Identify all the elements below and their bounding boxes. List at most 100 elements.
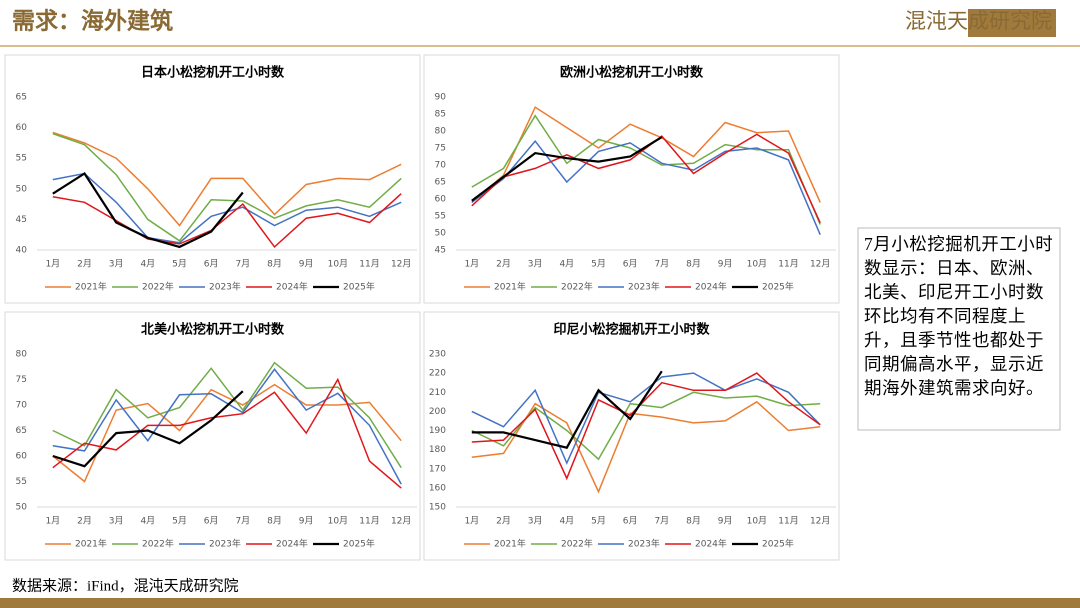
x-tick-label: 10月 [328,259,348,270]
x-tick-label: 5月 [591,516,606,527]
series-line [52,193,402,249]
x-tick-label: 10月 [328,516,348,527]
y-tick-label: 70 [435,161,447,171]
series-line [471,400,821,494]
x-tick-label: 9月 [299,259,314,270]
x-tick-label: 6月 [204,259,219,270]
x-tick-label: 4月 [140,259,155,270]
legend-label: 2023年 [209,281,241,293]
y-tick-label: 190 [429,426,446,436]
y-tick-label: 55 [435,212,446,222]
x-tick-label: 3月 [109,516,124,527]
x-tick-label: 1月 [45,516,60,527]
y-tick-label: 90 [435,93,447,103]
x-tick-label: 8月 [267,259,282,270]
x-tick-label: 3月 [528,259,543,270]
chart-panel [4,311,421,561]
y-tick-label: 210 [429,388,446,398]
series-line [52,132,402,242]
x-tick-label: 3月 [109,259,124,270]
series-line [471,140,821,235]
legend-label: 2021年 [494,281,526,293]
y-tick-label: 45 [435,246,446,256]
x-tick-label: 2月 [496,259,511,270]
series-line [52,171,244,249]
x-tick-label: 5月 [172,516,187,527]
x-tick-label: 5月 [591,259,606,270]
x-tick-label: 5月 [172,259,187,270]
x-tick-label: 4月 [559,259,574,270]
legend-label: 2023年 [209,538,241,550]
y-tick-label: 200 [429,407,446,417]
legend-label: 2024年 [695,281,727,293]
series-line [471,106,821,203]
x-tick-label: 9月 [718,259,733,270]
x-tick-label: 12月 [391,516,411,527]
x-tick-label: 7月 [654,516,669,527]
note: 7月小松挖掘机开工小时数显示：日本、欧洲、北美、印尼开工小时数环比均有不同程度上… [864,234,1054,398]
x-tick-label: 7月 [235,516,250,527]
legend-label: 2024年 [276,538,308,550]
y-tick-label: 220 [429,369,446,379]
x-tick-label: 11月 [778,259,798,270]
y-tick-label: 170 [429,464,446,474]
x-tick-label: 2月 [77,516,92,527]
x-tick-label: 7月 [235,259,250,270]
y-tick-label: 60 [435,195,447,205]
series-line [52,383,402,483]
y-tick-label: 160 [429,483,446,493]
y-tick-label: 50 [16,503,28,513]
x-tick-label: 4月 [140,516,155,527]
y-tick-label: 230 [429,350,446,360]
x-tick-label: 4月 [559,516,574,527]
legend-label: 2024年 [276,281,308,293]
legend-label: 2025年 [762,281,794,293]
legend-label: 2022年 [561,538,593,550]
y-tick-label: 180 [429,445,446,455]
x-tick-label: 9月 [299,516,314,527]
chart-panel [423,54,840,304]
y-tick-label: 60 [16,452,28,462]
legend-label: 2025年 [762,538,794,550]
x-tick-label: 2月 [77,259,92,270]
x-tick-label: 8月 [686,259,701,270]
x-tick-label: 11月 [359,259,379,270]
x-tick-label: 8月 [686,516,701,527]
x-tick-label: 1月 [464,259,479,270]
x-tick-label: 10月 [747,259,767,270]
y-tick-label: 65 [16,93,27,103]
x-tick-label: 10月 [747,516,767,527]
y-tick-label: 80 [16,350,28,360]
series-line [52,390,244,468]
source: 数据来源：iFind，混沌天成研究院 [12,576,239,594]
x-tick-label: 6月 [623,259,638,270]
x-tick-label: 1月 [45,259,60,270]
legend-label: 2021年 [75,538,107,550]
y-tick-label: 40 [16,246,28,256]
x-tick-label: 12月 [810,516,830,527]
series-line [471,372,821,465]
y-tick-label: 65 [16,426,27,436]
x-tick-label: 11月 [778,516,798,527]
x-tick-label: 6月 [204,516,219,527]
series-line [52,377,402,489]
y-tick-label: 75 [16,375,27,385]
y-tick-label: 55 [16,477,27,487]
series-line [52,368,402,485]
x-tick-label: 6月 [623,516,638,527]
y-tick-label: 60 [16,123,28,133]
series-line [471,136,663,202]
x-tick-label: 11月 [359,516,379,527]
x-tick-label: 1月 [464,516,479,527]
legend-label: 2024年 [695,538,727,550]
legend-label: 2022年 [142,281,174,293]
legend-label: 2023年 [628,281,660,293]
series-line [471,370,663,449]
y-tick-label: 55 [16,154,27,164]
x-tick-label: 12月 [810,259,830,270]
logo: 混沌天成研究院 [905,9,1052,33]
chart-panel [423,311,840,561]
note-box [857,227,1061,431]
y-tick-label: 85 [435,110,446,120]
